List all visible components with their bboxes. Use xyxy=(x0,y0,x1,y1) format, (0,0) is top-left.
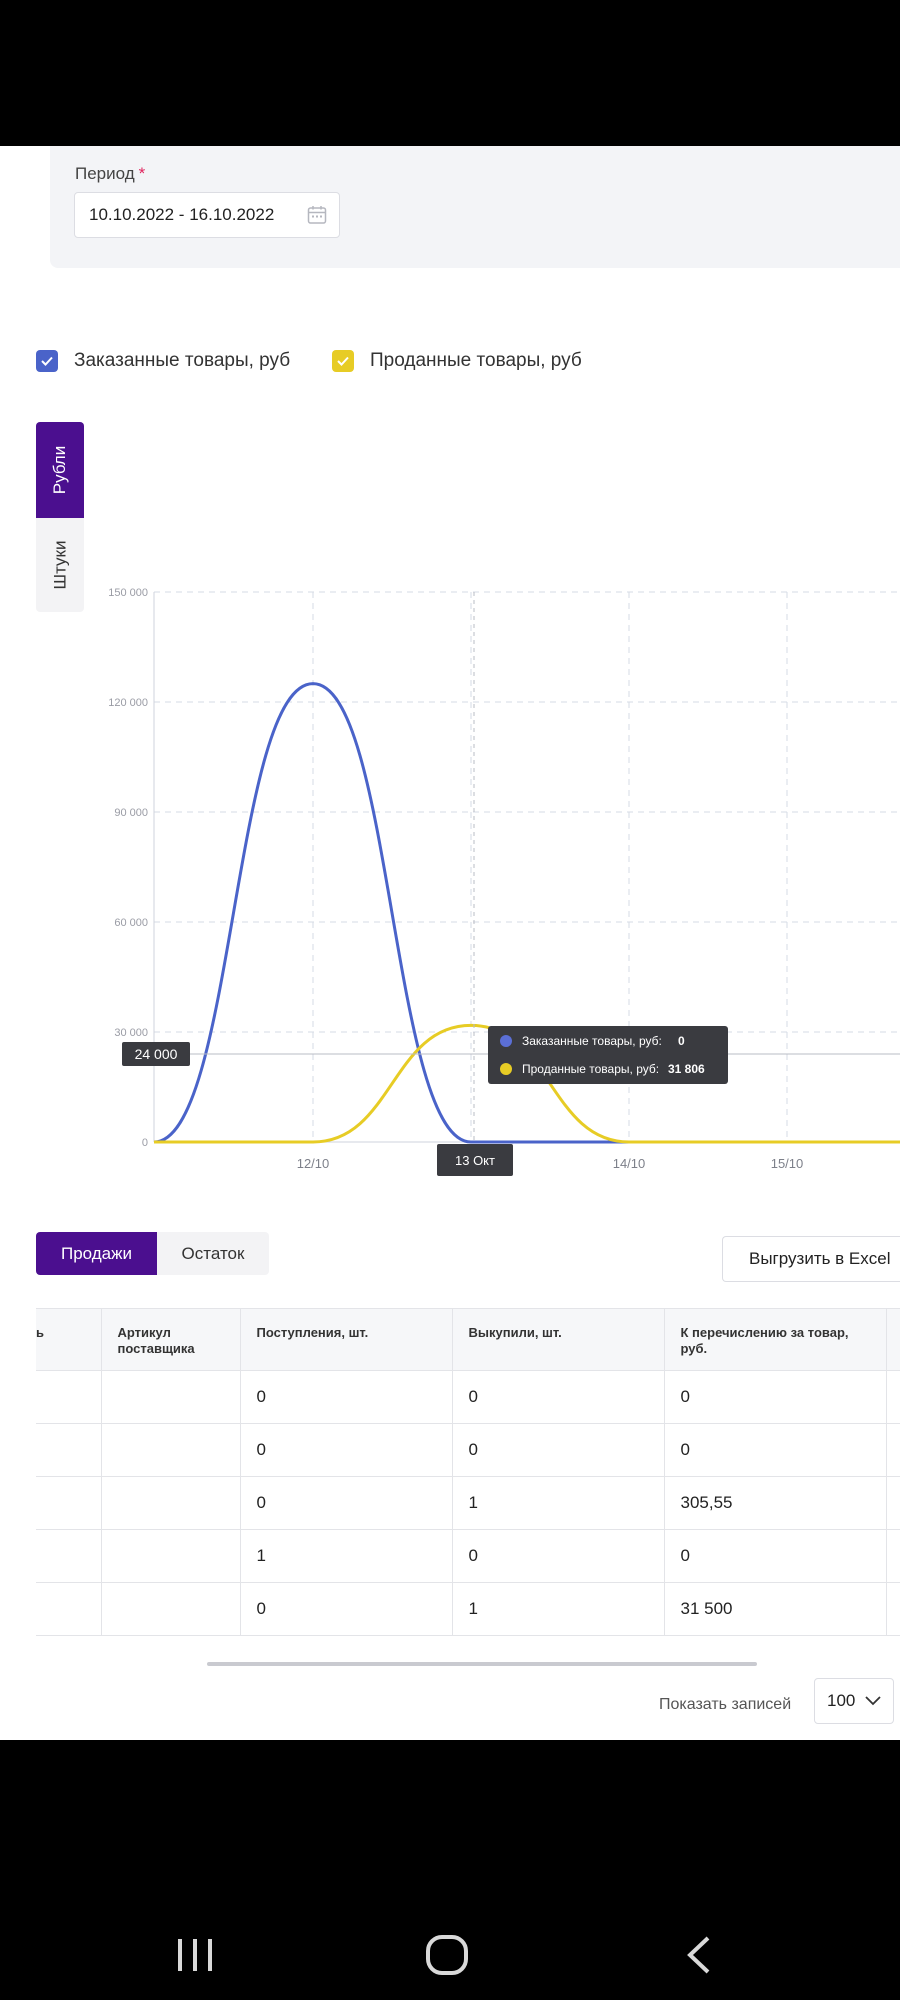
export-excel-button[interactable]: Выгрузить в Excel xyxy=(722,1236,900,1282)
table-cell: 0 xyxy=(240,1476,453,1530)
crosshair-y-label-bg xyxy=(122,1042,190,1066)
column-header[interactable]: ь xyxy=(36,1308,102,1371)
period-value: 10.10.2022 - 16.10.2022 xyxy=(89,205,275,224)
table-cell xyxy=(101,1370,241,1424)
table-cell: 0 xyxy=(452,1529,665,1583)
y-tick-label: 120 000 xyxy=(108,697,148,709)
chevron-down-icon xyxy=(865,1696,881,1706)
ordered-goods-checkbox[interactable]: Заказанные товары, руб xyxy=(36,348,290,374)
tab-rubles[interactable]: Рубли xyxy=(36,422,84,518)
table-header-row: ь Артикул поставщика Поступления, шт. Вы… xyxy=(36,1308,900,1371)
table-cell: 0 xyxy=(452,1423,665,1477)
period-date-range-input[interactable]: 10.10.2022 - 16.10.2022 xyxy=(74,192,340,238)
y-tick-label: 150 000 xyxy=(108,587,148,599)
ordered-goods-label: Заказанные товары, руб xyxy=(74,350,291,371)
horizontal-scrollbar[interactable] xyxy=(207,1662,757,1666)
calendar-icon[interactable] xyxy=(307,205,327,225)
tab-sales[interactable]: Продажи xyxy=(36,1232,157,1275)
table-cell xyxy=(36,1582,102,1636)
x-tick-label: 14/10 xyxy=(613,1156,646,1171)
table-cell: 0 xyxy=(240,1582,453,1636)
sold-goods-checkbox[interactable]: Проданные товары, руб xyxy=(332,348,582,374)
tooltip-box xyxy=(488,1026,728,1084)
table-cell: 0 xyxy=(452,1370,665,1424)
tab-stock[interactable]: Остаток xyxy=(157,1232,269,1275)
table-cell: 1 xyxy=(452,1476,665,1530)
x-tick-label: 12/10 xyxy=(297,1156,330,1171)
required-mark: * xyxy=(138,164,146,183)
table-cell: 0 xyxy=(664,1370,887,1424)
sales-table: ь Артикул поставщика Поступления, шт. Вы… xyxy=(36,1308,900,1636)
tooltip-label: Проданные товары, руб: xyxy=(522,1062,659,1076)
table-cell: 0 xyxy=(664,1423,887,1477)
table-cell: 1 xyxy=(240,1529,453,1583)
crosshair-x-label-bg xyxy=(437,1144,513,1176)
table-cell xyxy=(36,1529,102,1583)
crosshair-y-label: 24 000 xyxy=(135,1046,178,1062)
android-navigation-bar xyxy=(0,1740,900,2000)
table-cell: 0 xyxy=(240,1423,453,1477)
table-cell: 0 xyxy=(664,1529,887,1583)
column-header[interactable] xyxy=(886,1308,900,1371)
table-cell: 305,55 xyxy=(664,1476,887,1530)
column-header[interactable]: Артикул поставщика xyxy=(101,1308,241,1371)
table-cell xyxy=(886,1423,900,1477)
filter-panel: Период * 10.10.2022 - 16.10.2022 xyxy=(50,146,900,268)
back-icon[interactable] xyxy=(684,1935,714,1975)
table-cell xyxy=(36,1370,102,1424)
records-value: 100 xyxy=(827,1691,856,1710)
x-tick-label: 15/10 xyxy=(771,1156,804,1171)
table-row: 0 1 305,55 xyxy=(36,1476,900,1530)
y-tick-label: 60 000 xyxy=(114,917,148,929)
records-per-page-select[interactable]: 100 xyxy=(814,1678,894,1724)
period-label: Период * xyxy=(75,164,146,183)
column-header[interactable]: Поступления, шт. xyxy=(240,1308,453,1371)
tooltip-series-dot xyxy=(500,1063,512,1075)
tooltip-label: Заказанные товары, руб: xyxy=(522,1034,662,1048)
table-cell: 31 500 xyxy=(664,1582,887,1636)
checkbox-checked-icon[interactable] xyxy=(36,350,58,372)
table-cell xyxy=(886,1529,900,1583)
tooltip-series-dot xyxy=(500,1035,512,1047)
y-tick-label: 30 000 xyxy=(114,1027,148,1039)
table-cell xyxy=(101,1582,241,1636)
show-records-label: Показать записей xyxy=(659,1696,792,1713)
table-cell: 0 xyxy=(240,1370,453,1424)
table-cell xyxy=(101,1423,241,1477)
table-row: 0 1 31 500 xyxy=(36,1582,900,1636)
table-cell xyxy=(886,1582,900,1636)
table-tabs: Продажи Остаток xyxy=(36,1232,269,1275)
table-cell xyxy=(36,1476,102,1530)
table-cell xyxy=(36,1423,102,1477)
checkbox-checked-icon[interactable] xyxy=(332,350,354,372)
tab-pieces[interactable]: Штуки xyxy=(50,540,69,590)
column-header[interactable]: К перечислению за товар, руб. xyxy=(664,1308,887,1371)
table-cell: 1 xyxy=(452,1582,665,1636)
table-cell xyxy=(886,1476,900,1530)
table-cell xyxy=(101,1476,241,1530)
y-tick-label: 0 xyxy=(142,1137,148,1149)
unit-switch: Рубли Штуки xyxy=(36,422,84,612)
report-page: Период * 10.10.2022 - 16.10.2022 Заказанн… xyxy=(0,146,900,1740)
y-tick-label: 90 000 xyxy=(114,807,148,819)
home-icon[interactable] xyxy=(425,1935,471,1975)
chart-svg: 0 30 000 60 000 90 000 120 000 150 000 12/10 13… xyxy=(108,587,900,1176)
sales-chart: 0 30 000 60 000 90 000 120 000 150 000 12/10 13… xyxy=(0,406,900,1186)
table-cell xyxy=(101,1529,241,1583)
tooltip-value: 0 xyxy=(678,1034,685,1048)
tooltip-value: 31 806 xyxy=(668,1062,705,1076)
crosshair-x-label: 13 Окт xyxy=(455,1153,495,1168)
column-header[interactable]: Выкупили, шт. xyxy=(452,1308,665,1371)
table-cell xyxy=(886,1370,900,1424)
sold-goods-label: Проданные товары, руб xyxy=(370,350,582,371)
recent-apps-icon[interactable] xyxy=(174,1935,218,1975)
